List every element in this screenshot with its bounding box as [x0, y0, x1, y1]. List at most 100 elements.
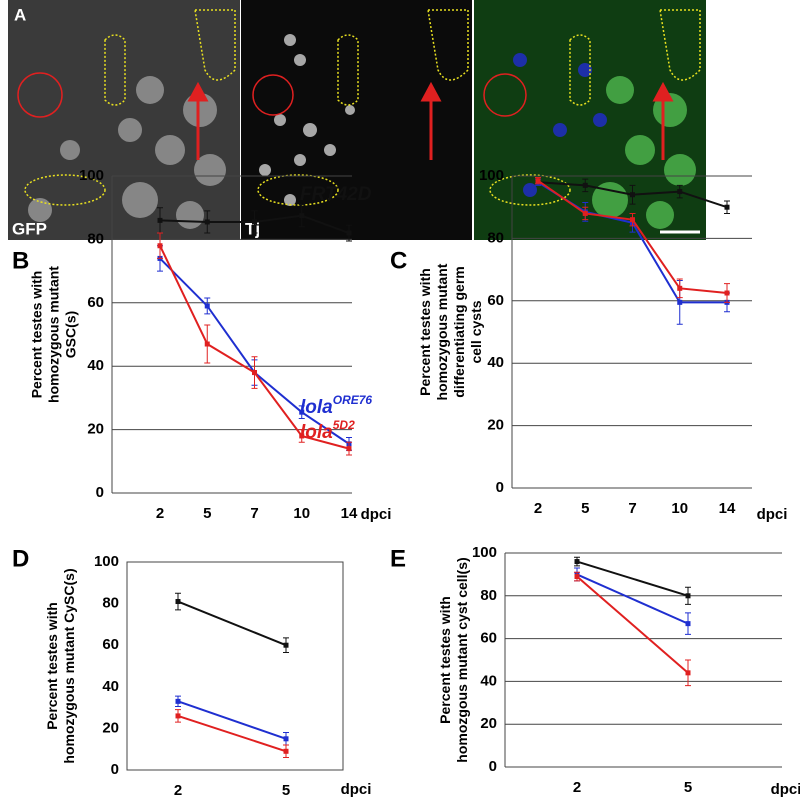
- series-line: [177, 600, 287, 647]
- data-point: [724, 290, 730, 296]
- y-axis-label: differentiating germ: [451, 266, 467, 397]
- data-point: [252, 219, 257, 225]
- x-tick-label: 2: [174, 782, 182, 799]
- data-point: [677, 285, 683, 291]
- data-point: [157, 217, 163, 223]
- data-point: [630, 192, 635, 198]
- x-axis-label: dpci: [341, 781, 372, 798]
- y-tick-label: 60: [480, 630, 497, 647]
- x-axis-label: dpci: [361, 506, 392, 523]
- legend-superscript: ORE76: [333, 393, 373, 407]
- x-tick-label: 5: [282, 782, 290, 799]
- y-axis-label: Percent testes with: [437, 596, 453, 724]
- y-axis-label: GSC(s): [63, 311, 79, 358]
- y-tick-label: 0: [489, 758, 497, 775]
- legend-superscript: 5D2: [333, 418, 355, 432]
- x-tick-label: 5: [203, 505, 211, 522]
- micrographs: A GFP Tj: [8, 0, 706, 240]
- data-point: [582, 210, 588, 216]
- x-tick-label: 7: [628, 500, 636, 517]
- y-tick-label: 0: [111, 761, 119, 778]
- x-tick-label: 2: [534, 500, 542, 517]
- legend-name: FRT42D: [300, 184, 372, 205]
- plot-frame: [126, 561, 344, 771]
- legend-label: lolaORE76: [300, 393, 372, 418]
- y-axis-label: Percent testes with: [417, 268, 433, 396]
- x-tick-label: 7: [250, 505, 258, 522]
- data-point: [685, 593, 691, 599]
- y-tick-label: 60: [487, 292, 504, 309]
- y-tick-label: 80: [487, 229, 504, 246]
- panel-label: C: [390, 247, 407, 274]
- data-point: [175, 713, 181, 719]
- y-tick-label: 20: [480, 715, 497, 732]
- tj-cells: [259, 34, 355, 206]
- data-point: [283, 748, 289, 754]
- data-point: [175, 599, 181, 605]
- x-tick-label: 2: [156, 505, 164, 522]
- series-line: [177, 714, 287, 753]
- data-point: [346, 230, 352, 236]
- y-tick-label: 80: [87, 230, 104, 247]
- legend-label: lola5D2: [300, 418, 355, 443]
- x-tick-label: 5: [684, 779, 692, 796]
- data-point: [283, 642, 289, 648]
- x-tick-label: 5: [581, 500, 589, 517]
- y-tick-label: 100: [94, 553, 119, 570]
- outlines: [24, 9, 701, 206]
- y-tick-label: 20: [487, 417, 504, 434]
- data-point: [175, 698, 181, 704]
- data-point: [535, 178, 541, 184]
- data-point: [685, 621, 691, 627]
- y-axis-label: Percent testes with: [44, 602, 60, 730]
- data-point: [677, 189, 683, 195]
- data-point: [630, 217, 635, 223]
- channel-label: GFP: [12, 219, 47, 238]
- series-line: [576, 575, 689, 674]
- data-point: [204, 341, 210, 347]
- y-tick-label: 80: [480, 587, 497, 604]
- y-tick-label: 0: [496, 479, 504, 496]
- y-tick-label: 40: [102, 678, 119, 695]
- data-point: [299, 433, 305, 439]
- y-tick-label: 40: [487, 354, 504, 371]
- red-outlines: [17, 72, 527, 118]
- panel-label: B: [12, 247, 29, 274]
- x-tick-label: 10: [671, 500, 688, 517]
- panel-label: A: [14, 5, 26, 24]
- merge-nuclei: [513, 53, 607, 197]
- panel-label: E: [390, 545, 406, 572]
- series-line: [177, 700, 287, 740]
- data-point: [685, 670, 691, 676]
- y-axis-label: homozygous mutant: [46, 266, 62, 403]
- data-point: [724, 204, 730, 210]
- data-point: [204, 303, 210, 309]
- series-line: [576, 560, 689, 597]
- data-point: [299, 213, 305, 219]
- y-axis-label: homozygous mutant: [434, 263, 450, 400]
- data-point: [574, 574, 580, 580]
- y-axis-label: homozgous mutant cyst cell(s): [454, 557, 470, 762]
- x-axis-label: dpci: [771, 781, 800, 798]
- y-tick-label: 100: [79, 167, 104, 184]
- y-tick-label: 100: [479, 167, 504, 184]
- y-tick-label: 40: [480, 672, 497, 689]
- data-point: [677, 299, 683, 305]
- data-point: [346, 446, 352, 452]
- x-tick-label: 14: [341, 505, 358, 522]
- legend-name: lola: [300, 397, 333, 418]
- y-tick-label: 60: [87, 294, 104, 311]
- legend-name: lola: [300, 422, 333, 443]
- x-axis-label: dpci: [757, 506, 788, 523]
- y-axis-label: Percent testes with: [29, 271, 45, 399]
- x-tick-label: 14: [719, 500, 736, 517]
- red-arrows: [187, 81, 674, 160]
- y-axis-label: homozygous mutant CySC(s): [61, 568, 77, 763]
- data-point: [157, 243, 163, 249]
- y-tick-label: 20: [87, 421, 104, 438]
- legend-label: FRT42D: [300, 184, 372, 205]
- data-point: [204, 219, 210, 225]
- y-tick-label: 0: [96, 484, 104, 501]
- data-point: [283, 736, 289, 742]
